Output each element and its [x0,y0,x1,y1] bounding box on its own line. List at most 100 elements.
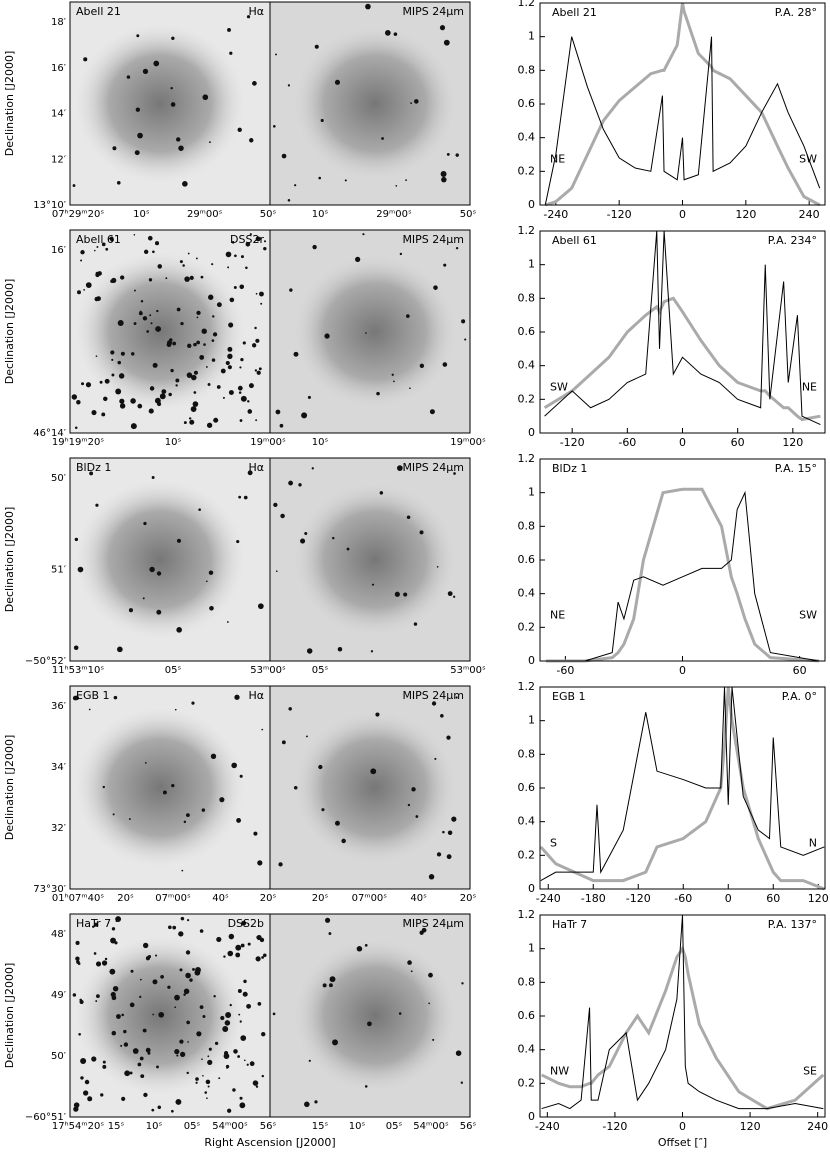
star [419,530,424,535]
star [176,137,181,142]
ra-tick-label: 56ˢ [460,1121,477,1132]
star [410,102,412,105]
star [275,570,278,572]
star [93,952,97,955]
star [77,290,81,295]
star [180,916,185,921]
star [255,292,258,295]
star [75,956,80,961]
star [249,1061,255,1067]
y-tick-label: 0.6 [518,97,536,110]
dec-tick-label: 16′ [51,63,67,74]
y-tick-label: 0.4 [518,359,536,372]
star [219,797,225,803]
star [247,470,253,476]
star [232,1088,236,1092]
ra-tick-label: 05ˢ [312,665,329,676]
y-tick-label: 0.2 [518,620,536,633]
direction-right: SW [799,609,817,622]
ra-tick-label: 10ˢ [133,209,150,220]
profile-line [539,686,825,891]
star [451,816,457,822]
star [229,1003,232,1007]
star [132,1048,139,1054]
image-frame [269,457,471,662]
star [431,701,437,706]
position-angle: P.A. 15° [775,462,817,475]
star [405,314,410,318]
ra-tick-label: 19ʰ19ᵐ20ˢ [52,437,104,448]
dec-tick-label: 13°10′ [33,200,66,211]
star [337,646,343,652]
star [248,383,254,389]
star [238,495,242,499]
star [381,137,384,140]
direction-right: SE [803,1065,817,1078]
dec-tick-label: 48′ [51,929,67,940]
ra-tick-label: 54ᵐ00ˢ [212,1121,248,1132]
star [246,1003,251,1009]
star [195,257,198,260]
y-tick-label: 0.8 [518,519,536,532]
star [227,353,233,359]
star [220,368,226,374]
star [239,284,245,290]
star [85,282,92,288]
star [183,820,187,824]
star [249,233,252,236]
star [175,384,178,387]
star [413,99,419,104]
star [280,513,285,519]
star [95,271,100,276]
star [109,236,114,241]
star [144,762,147,764]
star [225,1012,232,1018]
star [227,346,233,352]
x-tick-label: 120 [808,892,829,905]
star [170,86,173,90]
direction-left: SW [550,381,568,394]
star [233,285,237,289]
star [111,358,114,361]
star [308,1059,311,1062]
star [139,310,142,313]
star [211,339,215,342]
x-tick-label: -240 [543,208,568,221]
ra-tick-label: 56ˢ [260,1121,277,1132]
star [93,249,96,252]
star [80,259,83,262]
star [341,838,346,844]
star [258,367,262,371]
star [123,1029,127,1034]
star [179,260,183,264]
star [73,1106,79,1112]
star [85,382,92,388]
star [261,956,264,959]
star [304,531,308,536]
dec-tick-label: 50′ [51,1051,67,1062]
image-frame [269,1,471,206]
star [137,403,143,409]
ra-tick-label: 40ˢ [212,893,229,904]
star [115,920,118,923]
star [287,198,291,202]
band-label: MIPS 24μm [402,689,464,702]
ra-tick-label: 53ᵐ00ˢ [250,665,286,676]
star [142,597,145,600]
x-axis-label: Offset [″] [658,1136,707,1149]
star [218,1077,221,1080]
star [176,627,182,633]
star [241,920,247,926]
star [92,925,95,928]
star [365,332,367,334]
star [246,15,251,19]
star [252,81,257,86]
star [216,385,221,389]
star [227,950,234,957]
star [312,244,317,250]
star [281,740,286,745]
y-tick-label: 0 [528,882,535,895]
star [288,480,293,486]
star [133,289,136,292]
